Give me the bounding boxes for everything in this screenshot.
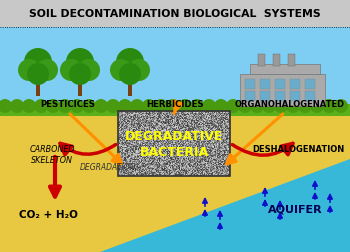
Circle shape [10, 100, 24, 114]
Polygon shape [245, 80, 255, 90]
Circle shape [119, 64, 141, 86]
Polygon shape [128, 85, 132, 97]
Circle shape [22, 100, 36, 114]
Text: CARBONED
SKELETON: CARBONED SKELETON [29, 144, 75, 165]
Polygon shape [0, 0, 350, 28]
Polygon shape [258, 55, 265, 67]
Circle shape [60, 60, 82, 82]
Text: CO₂ + H₂O: CO₂ + H₂O [19, 209, 77, 219]
Polygon shape [290, 80, 300, 90]
Circle shape [262, 100, 276, 114]
Text: AQUIFER: AQUIFER [268, 204, 322, 214]
Circle shape [66, 49, 94, 77]
Circle shape [238, 100, 252, 114]
Text: HERBICIDES: HERBICIDES [146, 100, 204, 109]
Circle shape [322, 100, 336, 114]
Polygon shape [100, 159, 350, 252]
Circle shape [36, 60, 58, 82]
Circle shape [106, 100, 120, 114]
Circle shape [274, 100, 288, 114]
Circle shape [226, 100, 240, 114]
Polygon shape [288, 55, 295, 67]
Circle shape [334, 100, 348, 114]
Circle shape [130, 100, 144, 114]
Circle shape [250, 100, 264, 114]
Polygon shape [0, 105, 350, 116]
Circle shape [34, 100, 48, 114]
Polygon shape [290, 92, 300, 102]
Polygon shape [275, 92, 285, 102]
Text: ORGANOHALOGENATED: ORGANOHALOGENATED [235, 100, 345, 109]
Circle shape [178, 100, 192, 114]
Circle shape [298, 100, 312, 114]
Polygon shape [36, 85, 40, 97]
Text: SOIL DECONTAMINATION BIOLOGICAL  SYSTEMS: SOIL DECONTAMINATION BIOLOGICAL SYSTEMS [29, 9, 321, 19]
Polygon shape [78, 85, 82, 97]
Polygon shape [305, 80, 315, 90]
Circle shape [24, 49, 52, 77]
Circle shape [58, 100, 72, 114]
Text: DEGRADATION: DEGRADATION [80, 163, 136, 172]
Circle shape [82, 100, 96, 114]
Circle shape [166, 100, 180, 114]
Circle shape [116, 49, 144, 77]
Circle shape [70, 100, 84, 114]
Circle shape [154, 100, 168, 114]
Circle shape [110, 60, 132, 82]
Circle shape [190, 100, 204, 114]
Polygon shape [260, 80, 270, 90]
Polygon shape [245, 92, 255, 102]
Text: PESTICICES: PESTICICES [41, 100, 96, 109]
Circle shape [286, 100, 300, 114]
Polygon shape [273, 55, 280, 67]
Circle shape [128, 60, 150, 82]
Polygon shape [0, 28, 350, 105]
Circle shape [310, 100, 324, 114]
Circle shape [0, 100, 12, 114]
Circle shape [27, 64, 49, 86]
Polygon shape [0, 116, 350, 252]
Polygon shape [275, 80, 285, 90]
Circle shape [202, 100, 216, 114]
Circle shape [142, 100, 156, 114]
Polygon shape [305, 92, 315, 102]
Circle shape [69, 64, 91, 86]
Polygon shape [260, 92, 270, 102]
Circle shape [118, 100, 132, 114]
Circle shape [18, 60, 40, 82]
Polygon shape [130, 167, 350, 252]
Circle shape [94, 100, 108, 114]
Polygon shape [240, 75, 325, 107]
Text: DEGRADATIVE
BACTERIA: DEGRADATIVE BACTERIA [125, 130, 223, 158]
Circle shape [78, 60, 100, 82]
Circle shape [46, 100, 60, 114]
Polygon shape [250, 65, 320, 75]
Text: DESHALOGENATION: DESHALOGENATION [252, 144, 344, 153]
Circle shape [214, 100, 228, 114]
